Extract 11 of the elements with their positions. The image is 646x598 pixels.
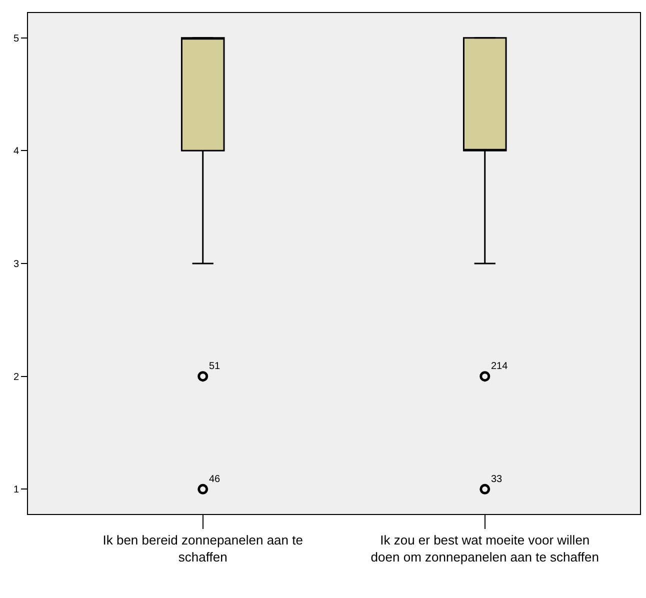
x-tick-label: Ik ben bereid zonnepanelen aan te schaffen bbox=[102, 532, 303, 564]
y-tick-label: 1 bbox=[13, 484, 20, 496]
annotation: 33 bbox=[491, 474, 503, 485]
annotation: 51 bbox=[209, 361, 221, 372]
annotation: 214 bbox=[491, 361, 508, 372]
y-tick-label: 4 bbox=[13, 146, 20, 158]
annotation: 46 bbox=[209, 474, 221, 485]
x-tick-label: Ik zou er best wat moeite voor willen doen om zonnepanelen aan te schaffen bbox=[370, 532, 599, 564]
y-tick-label: 5 bbox=[13, 33, 20, 44]
y-tick-label: 3 bbox=[13, 259, 20, 270]
y-tick-label: 2 bbox=[13, 372, 20, 383]
